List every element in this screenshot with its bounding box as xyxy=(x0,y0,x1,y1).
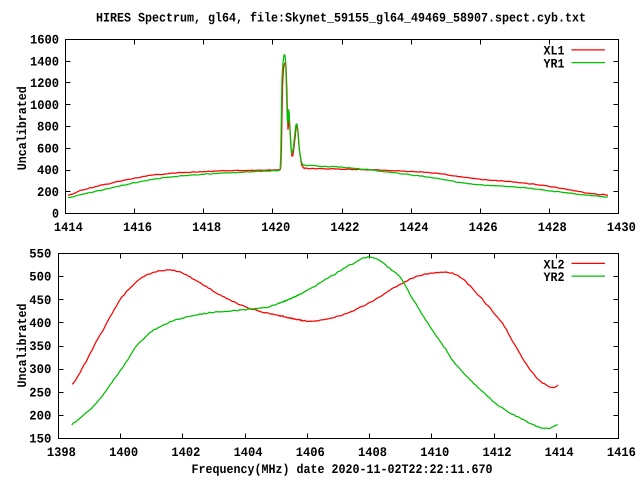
svg-text:Uncalibrated: Uncalibrated xyxy=(15,86,30,170)
svg-text:XL1: XL1 xyxy=(544,44,565,59)
svg-text:1430: 1430 xyxy=(607,220,636,235)
svg-text:1398: 1398 xyxy=(47,445,76,460)
svg-text:1400: 1400 xyxy=(30,54,59,69)
svg-text:1416: 1416 xyxy=(607,445,636,460)
svg-text:600: 600 xyxy=(37,141,59,156)
svg-text:1414: 1414 xyxy=(545,445,574,460)
svg-text:300: 300 xyxy=(29,362,51,377)
svg-text:400: 400 xyxy=(37,163,59,178)
svg-text:0: 0 xyxy=(52,207,59,222)
svg-text:1000: 1000 xyxy=(30,98,59,113)
svg-text:1600: 1600 xyxy=(30,33,59,48)
svg-text:200: 200 xyxy=(37,185,59,200)
svg-text:1424: 1424 xyxy=(400,220,429,235)
svg-text:Uncalibrated: Uncalibrated xyxy=(15,304,30,388)
svg-text:1414: 1414 xyxy=(54,220,83,235)
svg-text:200: 200 xyxy=(29,408,51,423)
svg-text:500: 500 xyxy=(29,270,51,285)
svg-text:1416: 1416 xyxy=(123,220,152,235)
svg-text:1410: 1410 xyxy=(420,445,449,460)
svg-text:YR1: YR1 xyxy=(544,56,565,71)
svg-text:350: 350 xyxy=(29,339,51,354)
svg-text:1418: 1418 xyxy=(192,220,221,235)
svg-text:1400: 1400 xyxy=(109,445,138,460)
svg-text:YR2: YR2 xyxy=(544,270,565,285)
svg-text:1200: 1200 xyxy=(30,76,59,91)
svg-text:1420: 1420 xyxy=(261,220,290,235)
svg-text:150: 150 xyxy=(29,432,51,447)
svg-text:1426: 1426 xyxy=(469,220,498,235)
svg-text:1408: 1408 xyxy=(358,445,387,460)
svg-text:550: 550 xyxy=(29,247,51,262)
svg-text:1402: 1402 xyxy=(171,445,200,460)
svg-text:400: 400 xyxy=(29,316,51,331)
svg-text:800: 800 xyxy=(37,120,59,135)
svg-text:1422: 1422 xyxy=(330,220,359,235)
svg-text:1404: 1404 xyxy=(234,445,263,460)
svg-text:HIRES Spectrum, gl64, file:Sky: HIRES Spectrum, gl64, file:Skynet_59155_… xyxy=(96,11,586,26)
svg-text:250: 250 xyxy=(29,385,51,400)
svg-text:450: 450 xyxy=(29,293,51,308)
svg-text:1406: 1406 xyxy=(296,445,325,460)
svg-text:1428: 1428 xyxy=(538,220,567,235)
svg-text:XL2: XL2 xyxy=(544,257,565,272)
svg-text:Frequency(MHz) date 2020-11-02: Frequency(MHz) date 2020-11-02T22:22:11.… xyxy=(192,462,493,477)
svg-text:1412: 1412 xyxy=(482,445,511,460)
